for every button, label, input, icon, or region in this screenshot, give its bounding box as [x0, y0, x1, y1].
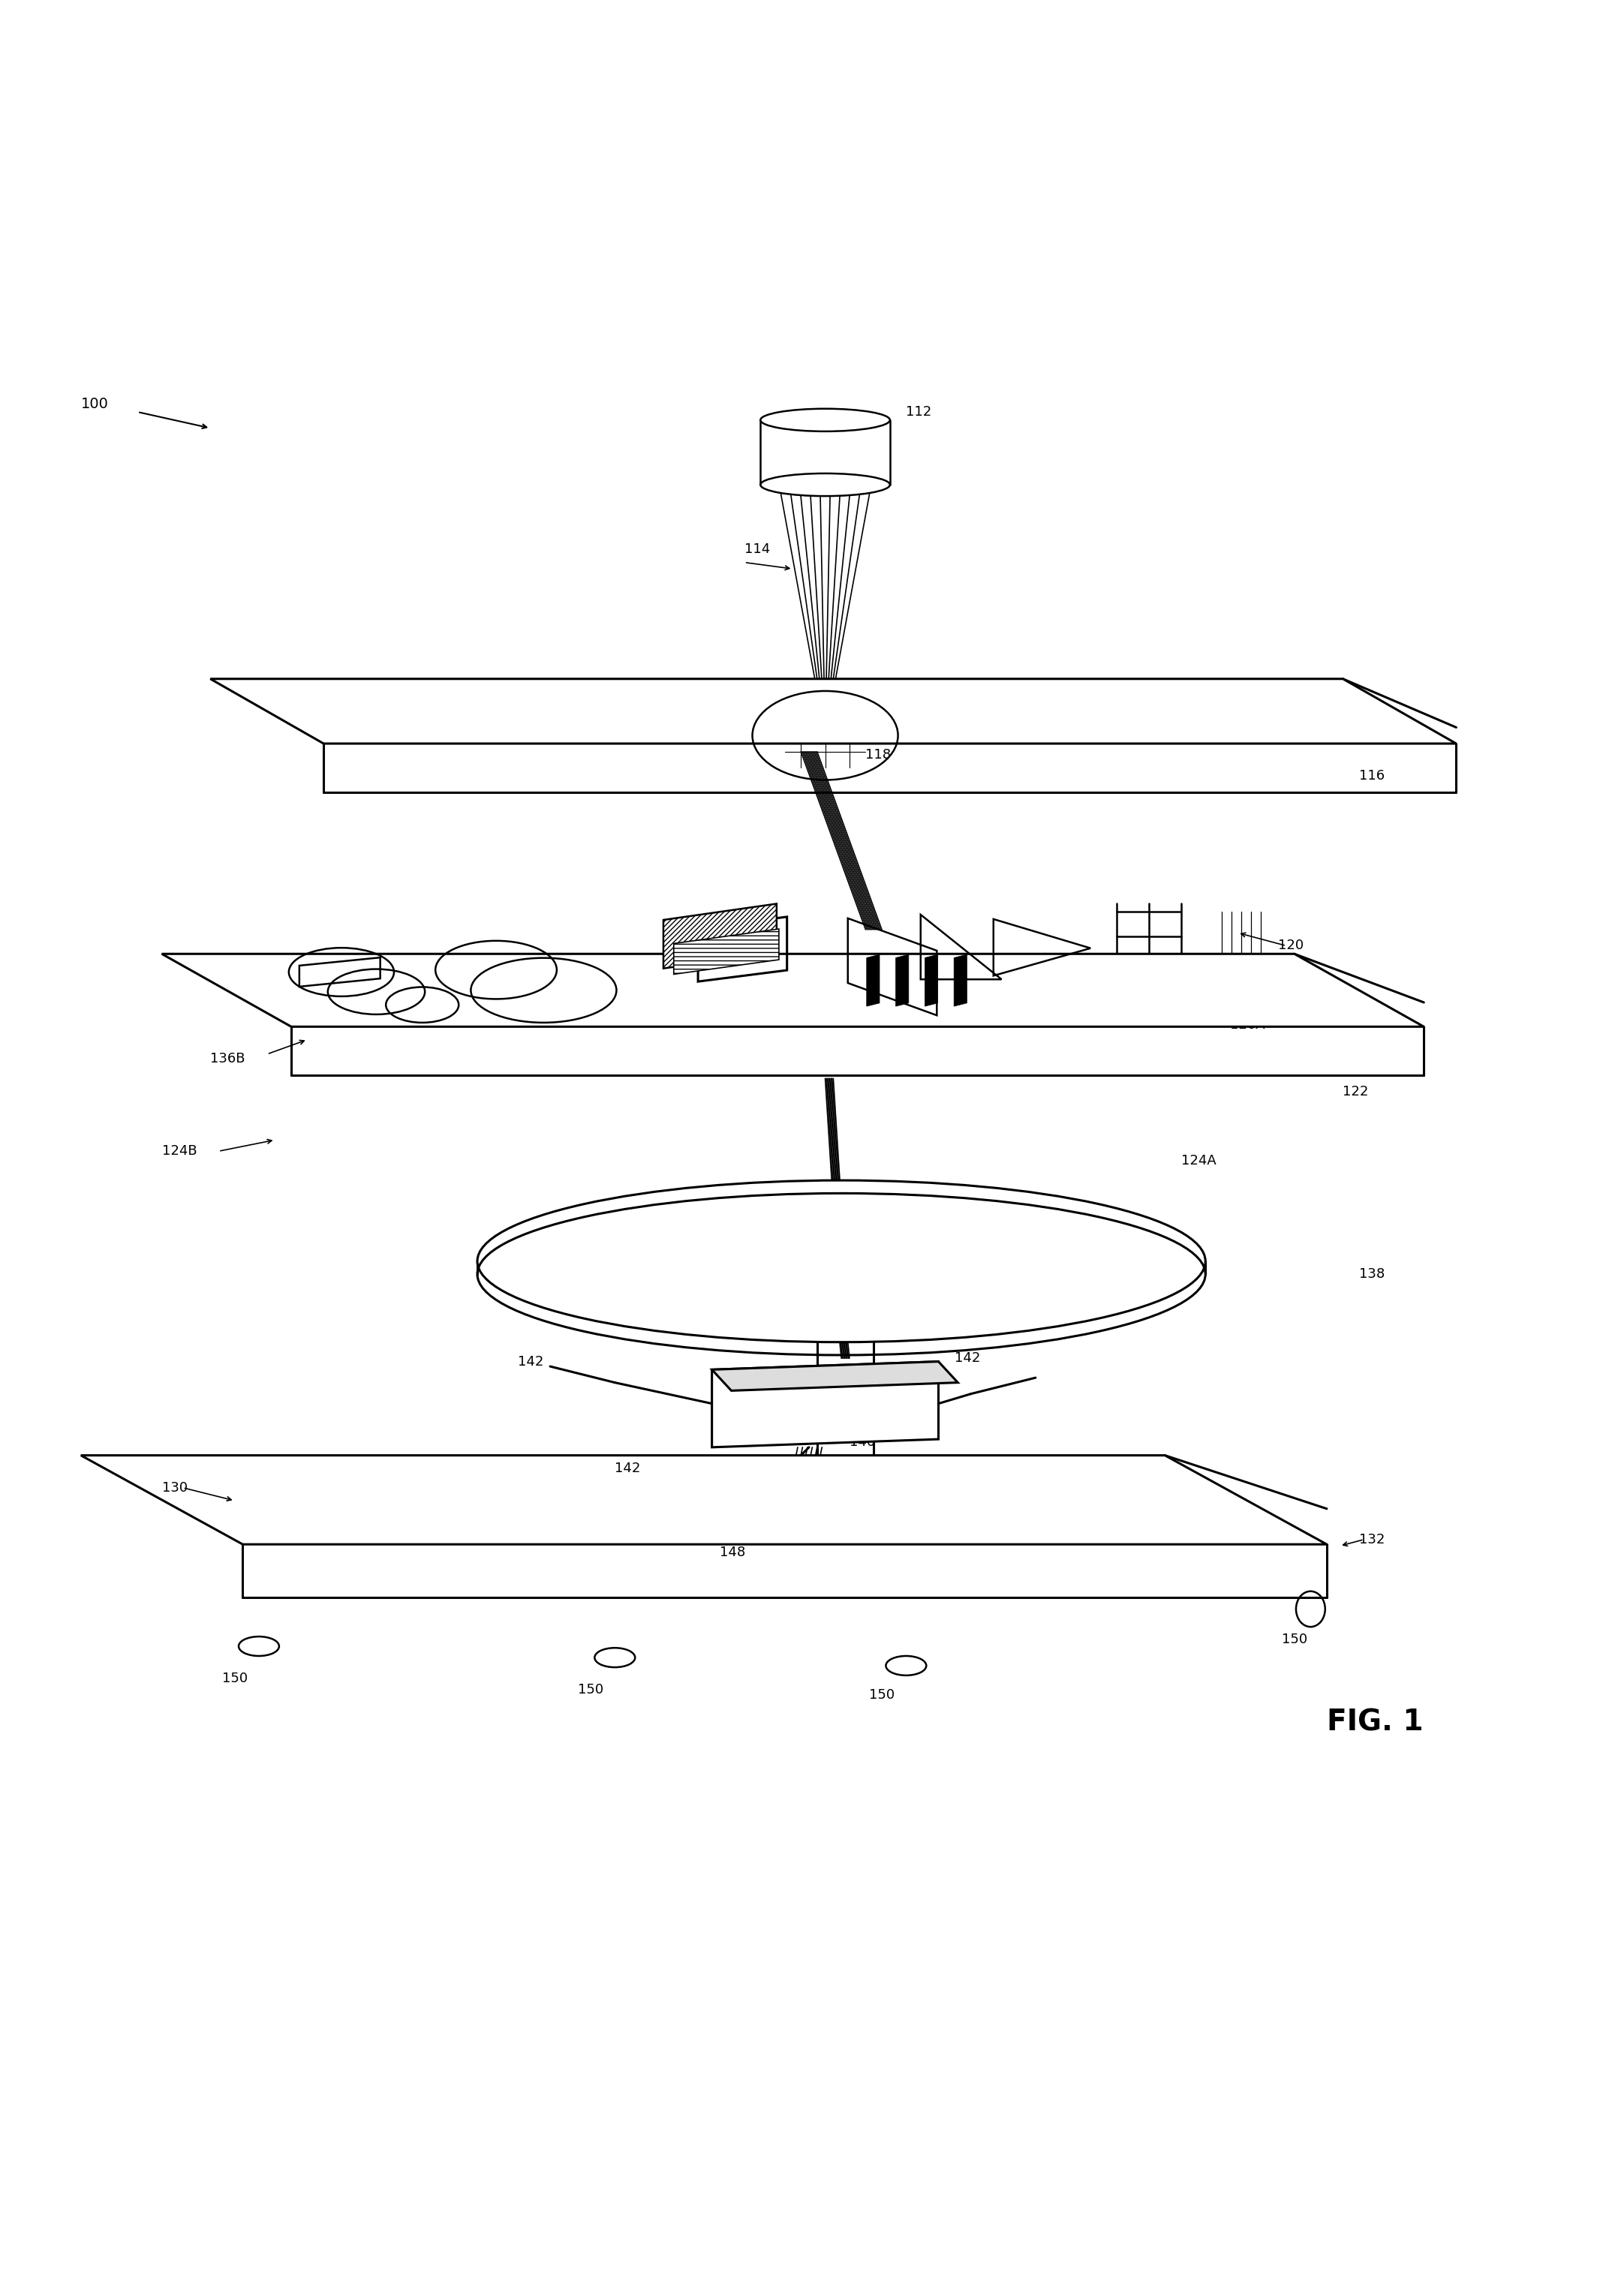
Text: 150: 150	[1281, 1632, 1307, 1646]
Polygon shape	[896, 955, 909, 1006]
Text: 142: 142	[615, 1463, 641, 1474]
Text: 138: 138	[1359, 1267, 1385, 1281]
Polygon shape	[867, 955, 880, 1006]
Polygon shape	[712, 1362, 958, 1391]
Text: 120: 120	[1278, 939, 1304, 953]
Text: 126A: 126A	[1230, 1019, 1265, 1031]
Ellipse shape	[477, 1180, 1205, 1343]
Text: 122: 122	[1343, 1084, 1369, 1097]
Polygon shape	[663, 905, 777, 969]
Text: 142: 142	[955, 1352, 981, 1366]
Text: 140: 140	[849, 1435, 875, 1449]
Polygon shape	[955, 955, 968, 1006]
Text: FIG. 1: FIG. 1	[1327, 1708, 1424, 1736]
Text: 150: 150	[578, 1683, 604, 1697]
Text: 136B: 136B	[210, 1052, 246, 1065]
Text: 100: 100	[81, 397, 108, 411]
Text: 150: 150	[869, 1688, 895, 1701]
Polygon shape	[925, 955, 938, 1006]
Text: 148: 148	[720, 1545, 746, 1559]
Polygon shape	[81, 1456, 1327, 1545]
Ellipse shape	[760, 473, 890, 496]
Polygon shape	[162, 953, 1424, 1026]
Text: 126B: 126B	[510, 983, 545, 996]
Text: 150: 150	[222, 1671, 248, 1685]
Polygon shape	[210, 680, 1456, 744]
Text: 118: 118	[866, 748, 892, 762]
Text: 112: 112	[906, 404, 932, 418]
Text: 134: 134	[1011, 955, 1037, 969]
Text: 124A: 124A	[1181, 1155, 1217, 1169]
Ellipse shape	[760, 409, 890, 432]
Polygon shape	[712, 1362, 938, 1446]
Text: 130: 130	[162, 1481, 188, 1495]
Text: 132: 132	[1359, 1534, 1385, 1545]
Text: 124B: 124B	[162, 1143, 197, 1157]
Text: 136A: 136A	[396, 953, 432, 967]
Text: 116: 116	[1359, 769, 1385, 783]
Polygon shape	[673, 930, 778, 974]
Text: 114: 114	[744, 542, 770, 556]
Text: 142: 142	[518, 1355, 544, 1368]
